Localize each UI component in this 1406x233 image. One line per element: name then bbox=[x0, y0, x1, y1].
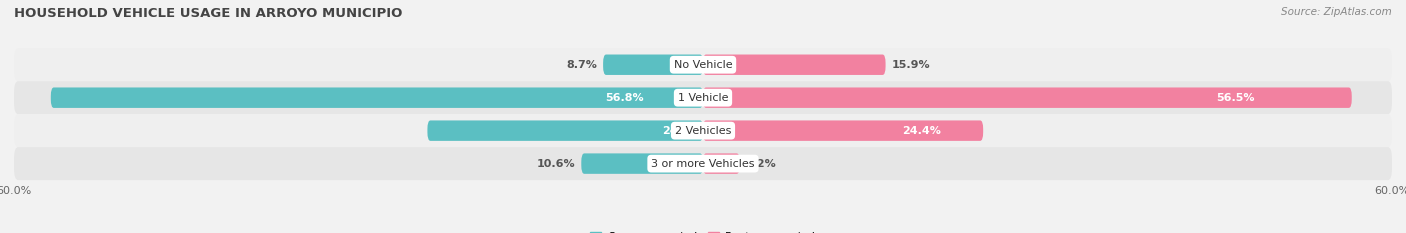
FancyBboxPatch shape bbox=[703, 87, 1351, 108]
FancyBboxPatch shape bbox=[14, 147, 1392, 180]
FancyBboxPatch shape bbox=[14, 114, 1392, 147]
Text: 15.9%: 15.9% bbox=[891, 60, 929, 70]
FancyBboxPatch shape bbox=[14, 81, 1392, 114]
Text: 56.5%: 56.5% bbox=[1216, 93, 1254, 103]
Text: 8.7%: 8.7% bbox=[567, 60, 598, 70]
Text: 24.4%: 24.4% bbox=[903, 126, 941, 136]
Text: 56.8%: 56.8% bbox=[605, 93, 644, 103]
Text: 10.6%: 10.6% bbox=[537, 159, 575, 169]
FancyBboxPatch shape bbox=[603, 55, 703, 75]
FancyBboxPatch shape bbox=[427, 120, 703, 141]
FancyBboxPatch shape bbox=[703, 120, 983, 141]
FancyBboxPatch shape bbox=[581, 153, 703, 174]
Text: HOUSEHOLD VEHICLE USAGE IN ARROYO MUNICIPIO: HOUSEHOLD VEHICLE USAGE IN ARROYO MUNICI… bbox=[14, 7, 402, 20]
Text: Source: ZipAtlas.com: Source: ZipAtlas.com bbox=[1281, 7, 1392, 17]
FancyBboxPatch shape bbox=[14, 48, 1392, 81]
Text: 3 or more Vehicles: 3 or more Vehicles bbox=[651, 159, 755, 169]
Text: 24.0%: 24.0% bbox=[662, 126, 700, 136]
Text: 1 Vehicle: 1 Vehicle bbox=[678, 93, 728, 103]
Text: 3.2%: 3.2% bbox=[745, 159, 776, 169]
FancyBboxPatch shape bbox=[703, 55, 886, 75]
Text: No Vehicle: No Vehicle bbox=[673, 60, 733, 70]
Legend: Owner-occupied, Renter-occupied: Owner-occupied, Renter-occupied bbox=[586, 227, 820, 233]
FancyBboxPatch shape bbox=[51, 87, 703, 108]
FancyBboxPatch shape bbox=[703, 153, 740, 174]
Text: 2 Vehicles: 2 Vehicles bbox=[675, 126, 731, 136]
